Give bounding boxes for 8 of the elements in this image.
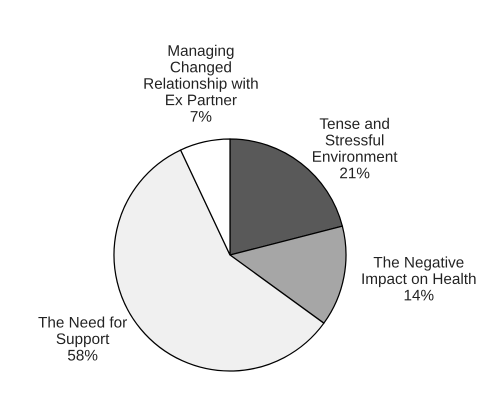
slice-label: The Need for Support (38, 316, 127, 348)
slice-label: The Negative Impact on Health (362, 256, 476, 288)
data-label: 21% (340, 168, 370, 178)
slice-label: Managing Changed Relationship with Ex Partner (144, 44, 258, 106)
data-label: 14% (404, 290, 434, 300)
data-label: 7% (190, 111, 212, 122)
data-label: 58% (68, 350, 98, 361)
slice-label: Tense and Stressful Environment (313, 118, 398, 162)
